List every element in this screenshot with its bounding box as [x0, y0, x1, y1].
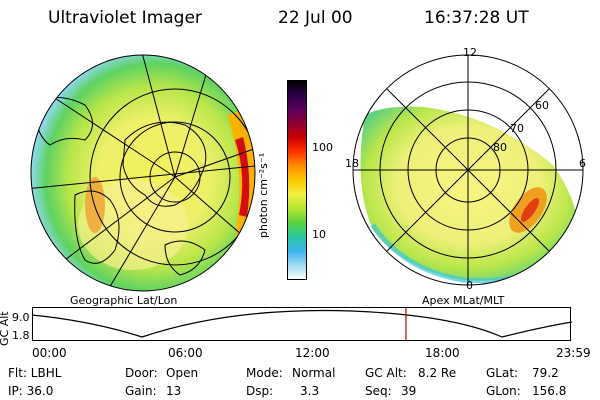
colorbar	[287, 80, 307, 280]
info-glon-label: GLon:	[486, 384, 521, 398]
alt-ytick-1-8: 1.8	[12, 329, 30, 342]
info-mode-value: Normal	[292, 366, 336, 380]
mlat-label-60: 60	[535, 99, 549, 112]
info-gcalt-label: GC Alt:	[365, 366, 407, 380]
info-filter: Flt: LBHL	[8, 366, 62, 380]
alt-xtick-0000: 00:00	[32, 346, 67, 360]
mlat-mlt-polar-plot	[352, 54, 584, 286]
alt-axis-label: GC Alt	[0, 311, 11, 346]
alt-xtick-0600: 06:00	[168, 346, 203, 360]
info-seq-label: Seq:	[365, 384, 392, 398]
info-door-value: Open	[166, 366, 199, 380]
mlat-label-80: 80	[493, 141, 507, 154]
info-glat-label: GLat:	[486, 366, 519, 380]
info-gcalt-value: 8.2 Re	[418, 366, 457, 380]
colorbar-unit-label: photon cm⁻²s⁻¹	[257, 152, 270, 238]
mlt-label-18: 18	[345, 157, 359, 170]
info-seq-value: 39	[401, 384, 417, 398]
info-door-label: Door:	[125, 366, 158, 380]
info-mode-label: Mode:	[246, 366, 283, 380]
app-title: Ultraviolet Imager	[48, 8, 202, 28]
info-dsp-label: Dsp:	[246, 384, 274, 398]
mlt-label-12: 12	[463, 46, 477, 59]
info-glon-value: 156.8	[532, 384, 567, 398]
altitude-plot	[32, 307, 572, 341]
info-gain-label: Gain:	[125, 384, 157, 398]
mlat-label-70: 70	[510, 122, 524, 135]
info-ip: IP: 36.0	[8, 384, 54, 398]
left-panel-label: Geographic Lat/Lon	[70, 294, 178, 307]
colorbar-tick-10: 10	[312, 228, 326, 241]
info-dsp-value: 3.3	[300, 384, 320, 398]
alt-xtick-1800: 18:00	[425, 346, 460, 360]
geographic-auroral-image	[30, 54, 256, 292]
mlt-label-0: 0	[466, 279, 473, 292]
info-glat-value: 79.2	[532, 366, 559, 380]
image-time: 16:37:28 UT	[424, 8, 529, 28]
mlt-label-6: 6	[579, 157, 586, 170]
alt-xtick-2359: 23:59	[556, 346, 591, 360]
image-date: 22 Jul 00	[278, 8, 353, 28]
alt-ytick-9: 9.0	[12, 311, 30, 324]
alt-xtick-1200: 12:00	[295, 346, 330, 360]
right-panel-label: Apex MLat/MLT	[422, 294, 505, 307]
info-gain-value: 13	[166, 384, 182, 398]
colorbar-tick-100: 100	[312, 141, 333, 154]
